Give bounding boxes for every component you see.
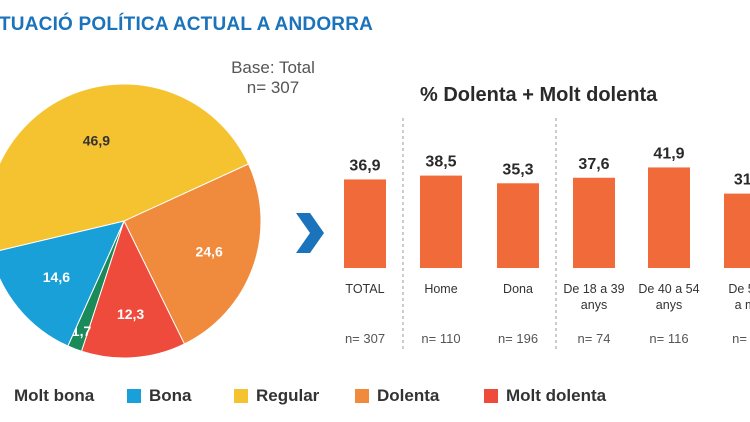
category-label: De 18 a 39	[563, 282, 624, 296]
chart-title: TUACIÓ POLÍTICA ACTUAL A ANDORRA	[0, 14, 374, 35]
category-label: De 55	[728, 282, 750, 296]
legend-item: Molt dolenta	[484, 386, 606, 406]
sample-size-label: n= 116	[649, 331, 688, 346]
bar	[648, 167, 690, 268]
bar	[497, 183, 539, 268]
legend-label: Molt dolenta	[506, 386, 607, 405]
legend-swatch	[355, 389, 369, 403]
legend-label: Dolenta	[377, 386, 440, 405]
bar-value-label: 31,	[734, 172, 750, 189]
sample-size-label: n= 196	[498, 331, 538, 346]
pie-slice-label: 46,9	[83, 133, 110, 149]
pie-slice	[0, 83, 250, 251]
pie-slice	[123, 163, 262, 345]
category-label: a m	[735, 298, 750, 312]
base-info: Base: Total n= 307	[218, 58, 328, 98]
bar-value-label: 36,9	[349, 157, 380, 174]
bar	[724, 193, 750, 268]
bar	[420, 175, 462, 268]
chevron-right-icon	[296, 213, 324, 253]
category-label: anys	[581, 298, 607, 312]
bar-value-label: 37,6	[578, 156, 609, 173]
sample-size-label: n= 74	[578, 331, 611, 346]
legend-swatch	[484, 389, 498, 403]
category-label: anys	[656, 298, 682, 312]
base-label: Base: Total	[231, 58, 315, 77]
legend-item: Dolenta	[355, 386, 439, 406]
category-label: Home	[424, 282, 457, 296]
pie-slice	[0, 220, 125, 347]
legend-item: Bona	[127, 386, 192, 406]
bar	[573, 177, 615, 268]
legend-swatch	[127, 389, 141, 403]
pie-slice-label: 24,6	[196, 243, 223, 259]
legend-label: Regular	[256, 386, 320, 405]
pie-slice	[80, 219, 186, 359]
sample-size-label: n= 110	[421, 331, 460, 346]
bar-value-label: 41,9	[653, 145, 684, 162]
bar-value-label: 35,3	[502, 161, 533, 178]
legend-label: Molt bona	[14, 386, 95, 405]
legend-label: Bona	[149, 386, 192, 405]
sample-size-label: n= 307	[345, 331, 385, 346]
bar-chart-title: % Dolenta + Molt dolenta	[420, 84, 658, 106]
pie-slice-label: 12,3	[117, 306, 144, 322]
sample-size-label: n= 1	[732, 331, 750, 346]
bar	[344, 179, 386, 268]
bar-value-label: 38,5	[425, 154, 456, 171]
legend-swatch	[234, 389, 248, 403]
category-label: De 40 a 54	[638, 282, 699, 296]
pie-slice-label: 14,6	[43, 269, 70, 285]
base-n: n= 307	[246, 78, 300, 97]
legend-item: Molt bona	[0, 386, 94, 406]
category-label: Dona	[503, 282, 533, 296]
category-label: TOTAL	[345, 282, 384, 296]
legend-item: Regular	[234, 386, 319, 406]
legend: Molt bona Bona Regular Dolenta Molt dolenta	[0, 386, 750, 410]
